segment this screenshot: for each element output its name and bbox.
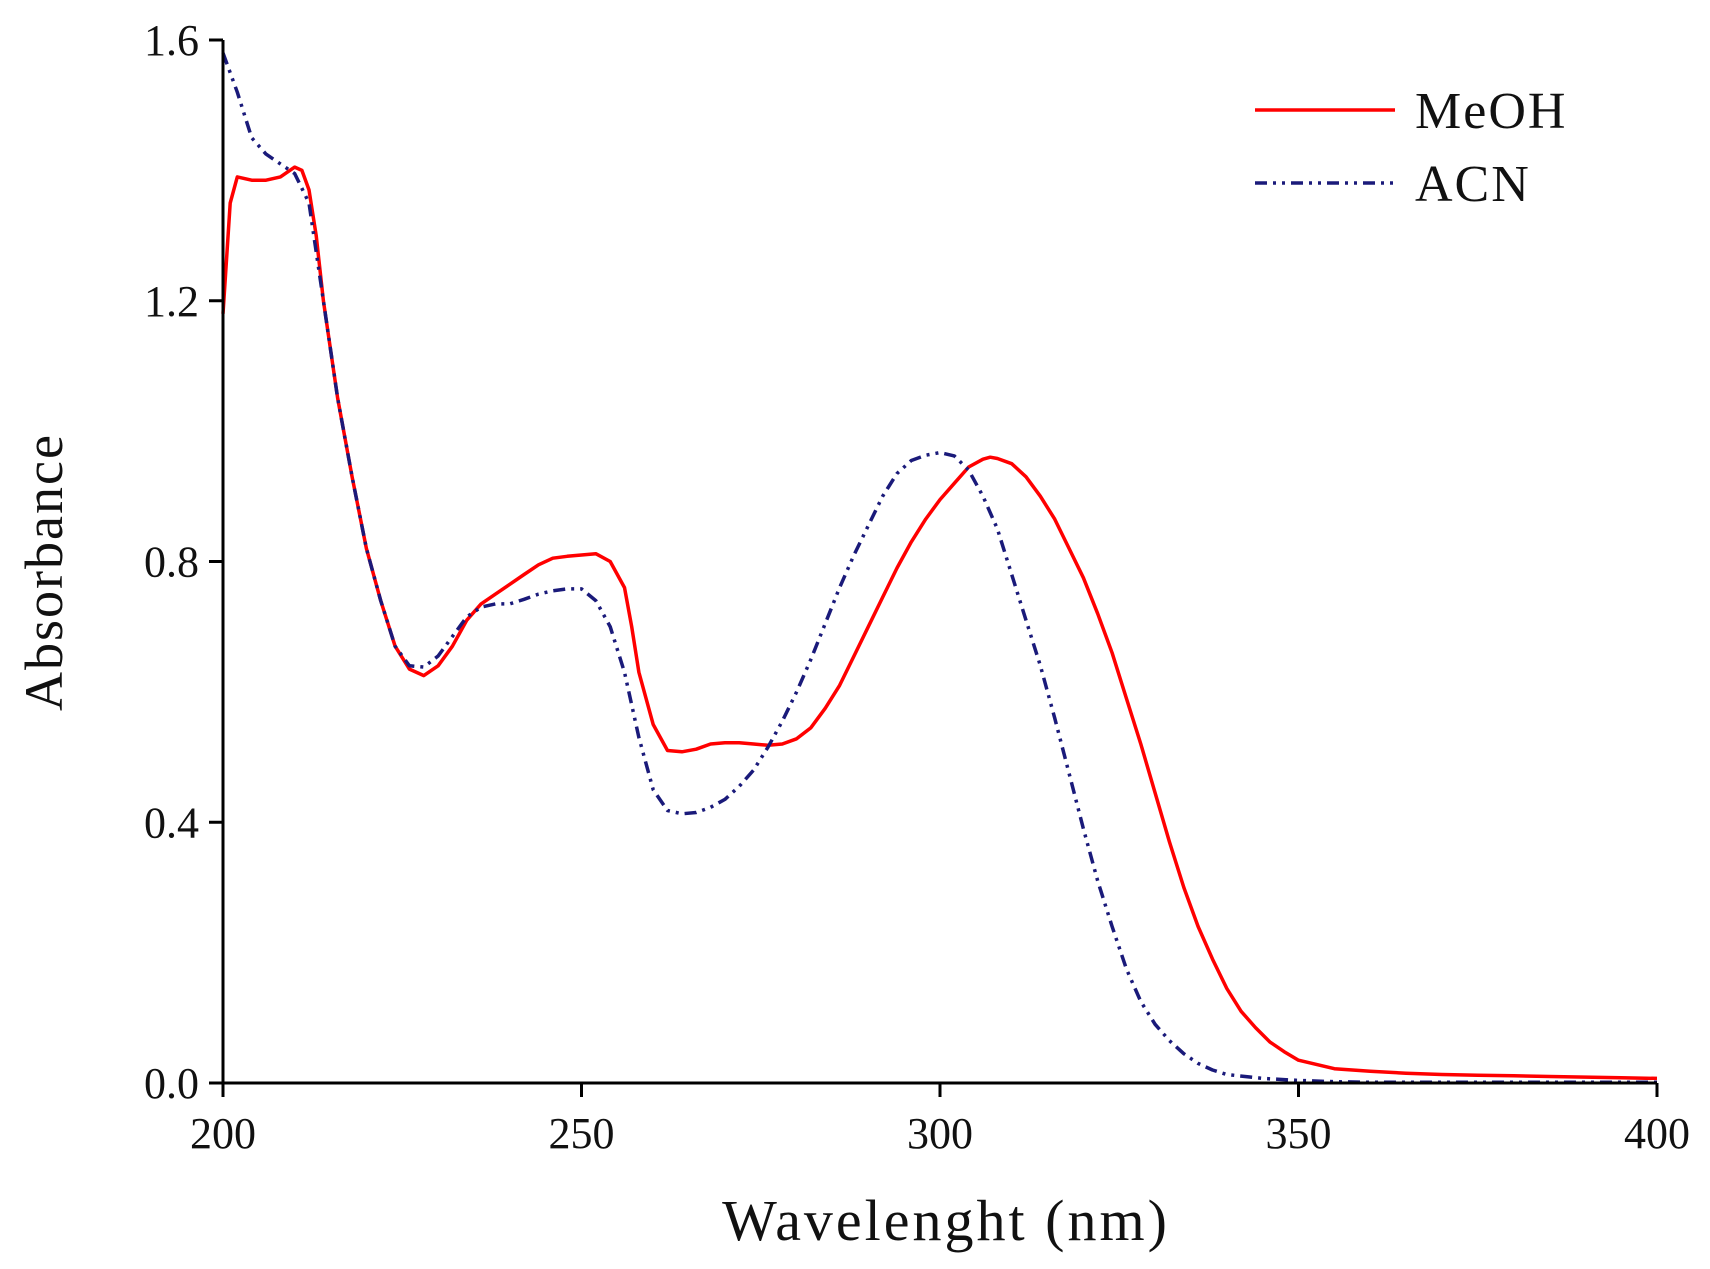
- y-tick-label: 1.6: [144, 16, 199, 65]
- y-tick-label: 0.8: [144, 538, 199, 587]
- legend-label-meoh: MeOH: [1415, 83, 1567, 140]
- y-tick-label: 0.0: [144, 1059, 199, 1108]
- series-line-meoh: [221, 165, 1658, 1081]
- x-tick-label: 250: [549, 1109, 615, 1158]
- series-layer: [221, 52, 1658, 1085]
- legend: MeOH ACN: [1255, 83, 1567, 213]
- legend-label-acn: ACN: [1415, 156, 1531, 213]
- x-tick-label: 400: [1624, 1109, 1690, 1158]
- x-axis-title: Wavelenght (nm): [722, 1188, 1170, 1253]
- y-axis-title: Absorbance: [14, 433, 74, 711]
- ticks-layer: 0.0 0.4 0.8 1.2 1.6 200 250 300 350 400: [144, 16, 1690, 1158]
- x-tick-label: 200: [190, 1109, 256, 1158]
- y-tick-label: 1.2: [144, 277, 199, 326]
- y-tick-label: 0.4: [144, 798, 199, 847]
- x-tick-label: 350: [1266, 1109, 1332, 1158]
- series-line-acn: [221, 52, 1657, 1085]
- x-tick-label: 300: [907, 1109, 973, 1158]
